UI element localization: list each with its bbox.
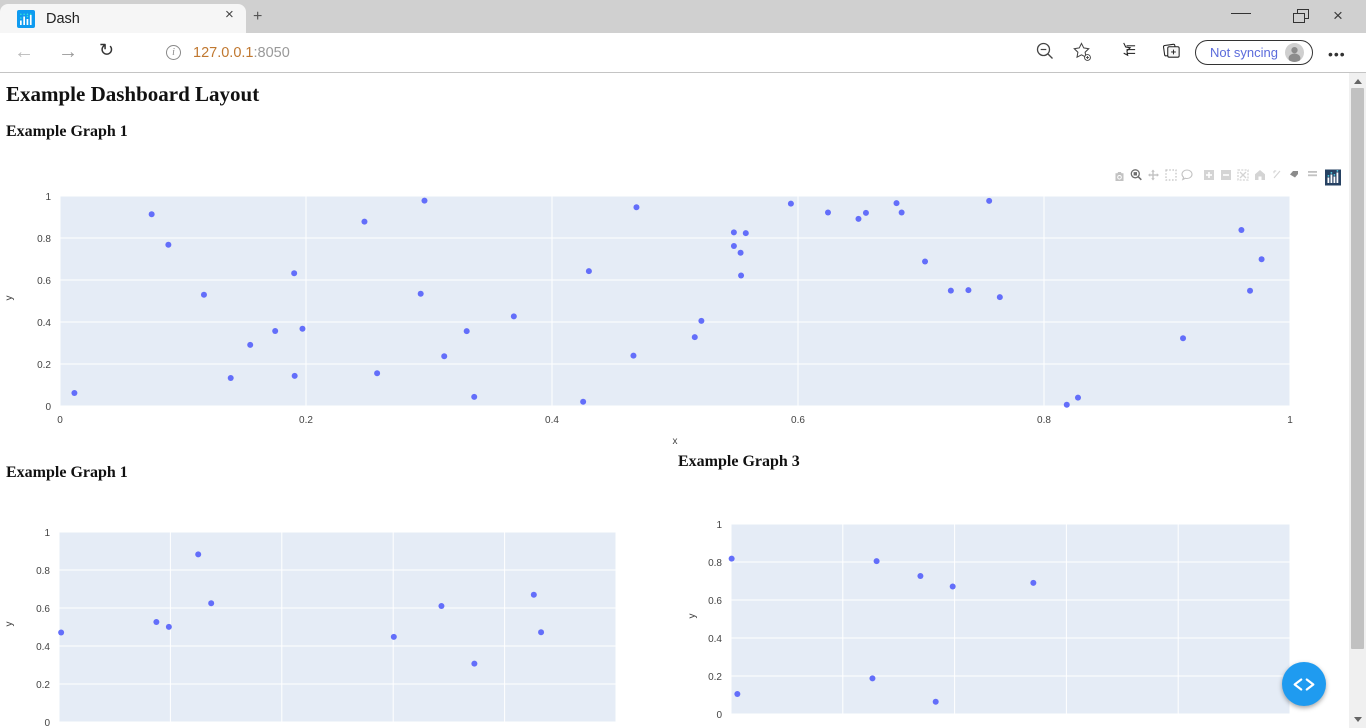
svg-text:1: 1 bbox=[45, 192, 51, 203]
svg-text:0.4: 0.4 bbox=[545, 415, 559, 426]
svg-text:0.8: 0.8 bbox=[1037, 415, 1051, 426]
svg-text:0.2: 0.2 bbox=[36, 680, 50, 691]
svg-text:0.8: 0.8 bbox=[37, 234, 51, 245]
svg-text:0.4: 0.4 bbox=[708, 634, 722, 645]
svg-text:0: 0 bbox=[44, 718, 50, 728]
svg-text:0.6: 0.6 bbox=[37, 276, 51, 287]
svg-text:0.6: 0.6 bbox=[36, 604, 50, 615]
svg-text:0.6: 0.6 bbox=[791, 415, 805, 426]
svg-text:0.2: 0.2 bbox=[299, 415, 313, 426]
svg-text:0: 0 bbox=[716, 710, 722, 721]
svg-text:y: y bbox=[687, 614, 698, 619]
svg-text:y: y bbox=[4, 622, 15, 627]
svg-text:0: 0 bbox=[45, 402, 51, 413]
svg-text:1: 1 bbox=[1287, 415, 1293, 426]
svg-text:0.8: 0.8 bbox=[708, 558, 722, 569]
svg-text:0.6: 0.6 bbox=[708, 596, 722, 607]
svg-text:y: y bbox=[4, 296, 15, 301]
svg-text:0.4: 0.4 bbox=[37, 318, 51, 329]
svg-text:0.4: 0.4 bbox=[36, 642, 50, 653]
svg-text:x: x bbox=[673, 436, 678, 447]
svg-text:1: 1 bbox=[44, 528, 50, 539]
svg-text:1: 1 bbox=[716, 520, 722, 531]
svg-text:0.2: 0.2 bbox=[37, 360, 51, 371]
svg-text:0.8: 0.8 bbox=[36, 566, 50, 577]
svg-text:0: 0 bbox=[57, 415, 63, 426]
svg-text:0.2: 0.2 bbox=[708, 672, 722, 683]
